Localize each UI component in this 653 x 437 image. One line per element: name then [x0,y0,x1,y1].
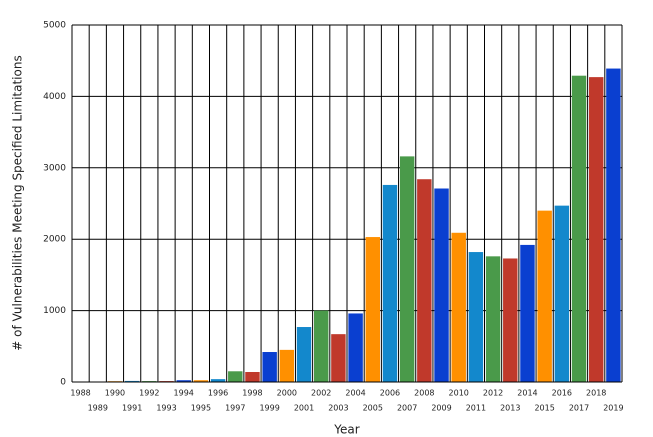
bar [296,327,312,382]
x-tick-label: 2008 [414,389,434,398]
bar [176,380,191,382]
y-tick-label: 1000 [43,306,66,316]
bar [451,232,466,382]
bar [417,179,432,382]
x-tick-label: 2015 [534,404,554,413]
x-tick-label: 2011 [466,404,486,413]
x-tick-label: 2013 [500,404,520,413]
x-tick-label: 2016 [552,389,572,398]
y-axis-title: # of Vulnerabilities Meeting Specified L… [11,55,25,350]
x-tick-label: 2009 [431,404,451,413]
bar [399,156,415,382]
bar [348,313,363,382]
x-tick-label: 2007 [397,404,417,413]
bar [210,379,226,382]
bar [279,349,295,382]
x-tick-label: 2014 [517,389,537,398]
bar [245,372,260,382]
x-tick-label: 2019 [603,404,623,413]
x-tick-label: 2006 [380,389,400,398]
x-tick-label: 2000 [277,389,297,398]
bar [314,310,329,382]
bar [124,380,140,382]
y-tick-label: 3000 [43,163,66,173]
x-tick-label: 1997 [225,404,245,413]
y-tick-label: 4000 [43,92,66,102]
x-tick-label: 2012 [483,389,503,398]
x-tick-label: 1995 [191,404,211,413]
x-tick-label: 1990 [105,389,125,398]
x-tick-label: 1988 [70,389,90,398]
x-tick-label: 2001 [294,404,314,413]
bar [503,258,518,382]
y-tick-label: 2000 [43,235,66,245]
x-tick-label: 2017 [569,404,589,413]
x-tick-label: 2002 [311,389,331,398]
x-tick-label: 1998 [242,389,262,398]
bar [193,380,209,382]
y-tick-label: 5000 [43,21,66,31]
x-tick-label: 1991 [122,404,142,413]
bar [434,188,449,382]
x-tick-label: 1996 [208,389,228,398]
bar [331,334,346,382]
bar [262,352,277,382]
x-tick-label: 2010 [449,389,469,398]
x-tick-label: 2005 [363,404,383,413]
y-tick-label: 0 [60,378,66,388]
x-tick-label: 2018 [586,389,606,398]
bar [537,210,552,382]
bar [228,371,243,382]
x-tick-label: 1999 [259,404,279,413]
x-axis-title: Year [333,423,359,437]
bar [520,244,535,382]
bar [554,205,570,382]
bar [571,75,587,382]
bar [485,256,501,382]
bar [365,237,380,382]
x-tick-label: 1989 [88,404,108,413]
x-tick-label: 2004 [345,389,365,398]
x-tick-label: 1992 [139,389,159,398]
bar [606,68,621,382]
x-tick-label: 2003 [328,404,348,413]
bar [382,184,398,382]
bar [589,77,604,382]
x-tick-label: 1993 [156,404,176,413]
bar [468,252,484,382]
x-tick-label: 1994 [174,389,194,398]
